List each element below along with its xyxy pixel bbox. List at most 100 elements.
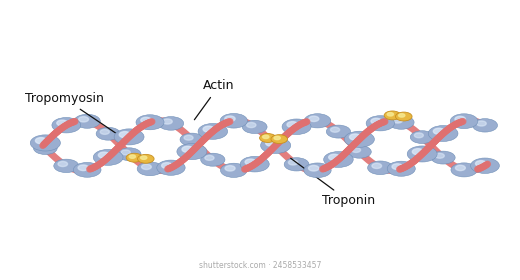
- Circle shape: [201, 153, 225, 166]
- Circle shape: [78, 165, 88, 171]
- Circle shape: [271, 135, 288, 144]
- Circle shape: [471, 158, 499, 173]
- Circle shape: [205, 155, 214, 160]
- Circle shape: [245, 159, 256, 165]
- Circle shape: [141, 117, 151, 123]
- Circle shape: [414, 133, 423, 138]
- Circle shape: [225, 166, 235, 171]
- Circle shape: [240, 157, 269, 172]
- Text: Actin: Actin: [194, 80, 235, 120]
- Circle shape: [387, 161, 415, 176]
- Circle shape: [372, 163, 382, 169]
- Circle shape: [96, 127, 120, 140]
- Circle shape: [309, 116, 319, 122]
- Circle shape: [323, 151, 353, 167]
- Circle shape: [121, 150, 131, 155]
- Circle shape: [129, 155, 136, 158]
- Circle shape: [344, 131, 374, 147]
- Circle shape: [261, 137, 291, 153]
- Circle shape: [384, 111, 401, 120]
- Circle shape: [475, 161, 486, 167]
- Circle shape: [182, 146, 193, 152]
- Circle shape: [431, 151, 455, 164]
- Circle shape: [117, 148, 141, 161]
- Circle shape: [220, 163, 247, 178]
- Circle shape: [220, 113, 248, 128]
- Circle shape: [57, 120, 68, 126]
- Circle shape: [456, 165, 465, 171]
- Text: Troponin: Troponin: [291, 158, 375, 207]
- Circle shape: [137, 162, 163, 176]
- Circle shape: [157, 160, 185, 175]
- Circle shape: [371, 118, 382, 124]
- Circle shape: [35, 137, 47, 144]
- Circle shape: [304, 114, 331, 128]
- Circle shape: [308, 165, 319, 171]
- Circle shape: [30, 135, 60, 151]
- Text: Tropomyosin: Tropomyosin: [24, 92, 115, 133]
- Circle shape: [329, 154, 340, 160]
- Circle shape: [52, 118, 81, 133]
- Circle shape: [114, 129, 144, 145]
- Circle shape: [274, 136, 280, 140]
- Circle shape: [433, 128, 445, 134]
- Circle shape: [349, 134, 361, 140]
- Circle shape: [126, 153, 142, 162]
- Circle shape: [264, 139, 288, 152]
- Circle shape: [137, 154, 154, 163]
- Circle shape: [198, 123, 228, 139]
- Circle shape: [366, 116, 395, 131]
- Circle shape: [347, 145, 371, 158]
- Circle shape: [98, 152, 110, 158]
- Circle shape: [33, 142, 57, 155]
- Circle shape: [259, 134, 276, 143]
- Circle shape: [263, 135, 269, 139]
- Circle shape: [158, 116, 184, 130]
- Circle shape: [407, 146, 437, 162]
- Circle shape: [163, 119, 172, 124]
- Circle shape: [242, 120, 267, 134]
- Circle shape: [246, 123, 256, 128]
- Circle shape: [473, 119, 498, 132]
- Circle shape: [162, 163, 173, 169]
- Circle shape: [304, 163, 331, 178]
- Circle shape: [268, 141, 277, 146]
- Circle shape: [393, 118, 402, 123]
- Circle shape: [140, 156, 147, 159]
- Circle shape: [266, 140, 277, 146]
- Circle shape: [477, 121, 486, 126]
- Circle shape: [387, 113, 394, 116]
- Circle shape: [73, 162, 101, 177]
- Circle shape: [287, 122, 298, 127]
- Circle shape: [141, 164, 151, 169]
- Circle shape: [74, 114, 100, 128]
- Circle shape: [37, 144, 46, 149]
- Circle shape: [177, 144, 207, 160]
- Circle shape: [119, 132, 131, 138]
- Circle shape: [284, 158, 309, 171]
- Circle shape: [435, 153, 444, 158]
- Circle shape: [396, 112, 412, 121]
- Circle shape: [450, 114, 478, 129]
- Circle shape: [398, 114, 405, 117]
- Circle shape: [100, 129, 109, 134]
- Circle shape: [184, 135, 193, 140]
- Circle shape: [93, 150, 123, 165]
- Circle shape: [282, 119, 311, 134]
- Circle shape: [330, 127, 340, 132]
- Circle shape: [289, 160, 298, 165]
- Circle shape: [58, 162, 68, 167]
- Circle shape: [79, 117, 88, 122]
- Circle shape: [203, 126, 214, 132]
- Circle shape: [412, 149, 424, 155]
- Circle shape: [455, 116, 465, 122]
- Circle shape: [136, 115, 164, 130]
- Circle shape: [352, 148, 360, 152]
- Circle shape: [225, 116, 235, 122]
- Circle shape: [428, 125, 458, 141]
- Circle shape: [388, 115, 414, 129]
- Circle shape: [392, 164, 402, 169]
- Circle shape: [410, 131, 434, 144]
- Circle shape: [327, 125, 350, 138]
- Circle shape: [368, 161, 393, 175]
